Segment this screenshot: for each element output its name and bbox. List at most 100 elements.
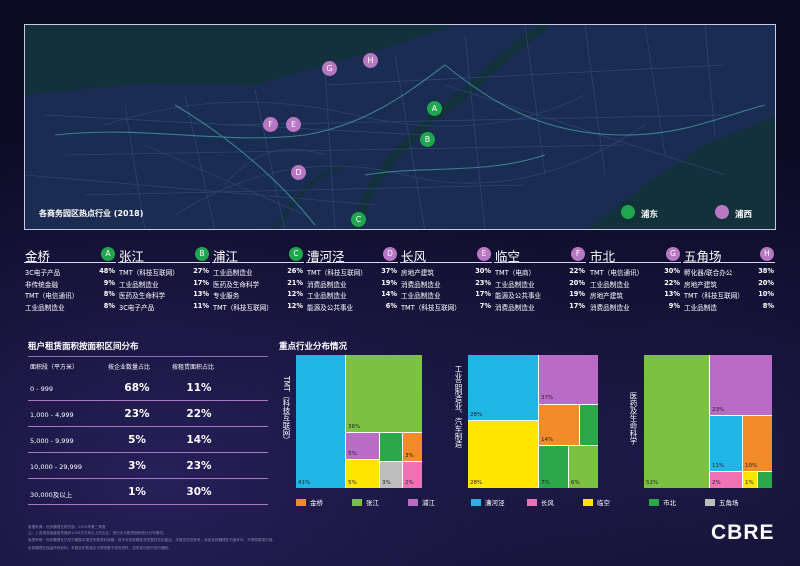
rent-table-row: 0 - 999 68% 11% — [28, 375, 268, 401]
district-header: 金桥 A — [24, 246, 116, 264]
rent-count-share: 5% — [128, 434, 146, 446]
legend-swatch — [408, 498, 418, 506]
industry-share: 22% — [664, 278, 680, 287]
legend-east-label: 浦东 — [641, 210, 659, 220]
district-d: 漕河泾 D TMT（科技互联网） 37% 消费品制造业 19% 工业品制造业 14% 能源及公共… — [306, 246, 398, 313]
industry-share: 17% — [193, 278, 209, 287]
district-header: 五角场 H — [683, 246, 775, 264]
district-industry-row: 消费品制造业 9% — [589, 302, 681, 314]
pin-g[interactable]: G — [322, 61, 337, 76]
tm3-cell-jinqiao: 10% — [743, 416, 772, 471]
legend-swatch — [296, 498, 306, 506]
district-industry-row: 工业品制造业 17% — [400, 290, 492, 302]
pin-f[interactable]: F — [263, 117, 278, 132]
tm3-cell-linkong: 1% — [743, 472, 757, 488]
industry-label: TMT（科技互联网） — [213, 303, 273, 312]
legend-label: 张江 — [366, 499, 379, 507]
legend-item-jinqiao: 金桥 — [296, 497, 323, 507]
industry-label: 非传统金融 — [25, 280, 58, 289]
district-badge: F — [571, 247, 585, 261]
industry-share: 22% — [569, 267, 585, 275]
industry-label: 医药及生命科学 — [119, 292, 166, 300]
tm1-cell-shibei — [380, 433, 402, 461]
rent-area-share: 23% — [186, 460, 212, 472]
district-industry-row: 孵化器/联合办公 38% — [683, 267, 775, 279]
industry-label: 房地产建筑 — [401, 269, 434, 277]
industry-share: 19% — [381, 278, 397, 287]
district-industry-row: TMT（电信通讯） 8% — [24, 290, 116, 302]
rent-area-range: 1,000 - 4,999 — [30, 411, 74, 419]
legend-label: 五角场 — [719, 499, 739, 507]
industry-share: 10% — [758, 290, 774, 298]
district-industry-row: 消费品制造业 19% — [306, 279, 398, 291]
industry-label: TMT（科技互联网） — [684, 292, 744, 300]
industry-share: 14% — [381, 290, 397, 298]
legend-swatch — [527, 498, 537, 506]
legend-item-changfeng: 长风 — [527, 497, 554, 507]
district-industry-row: TMT（电商） 22% — [494, 267, 586, 279]
district-name: 浦江 — [213, 249, 239, 264]
industry-share: 37% — [381, 267, 397, 275]
industry-share: 9% — [103, 278, 115, 287]
district-g: 市北 G TMT（电信通讯） 30% 工业品制造业 22% 房地产建筑 13% 消费品制造业 9% — [589, 246, 681, 313]
industry-share: 8% — [762, 301, 774, 310]
pin-d[interactable]: D — [291, 165, 306, 180]
legend-item-linkong: 临空 — [583, 497, 610, 507]
industry-label: 3C电子产品 — [119, 303, 155, 312]
treemap-tmt: 41% 36% 5% 5% 3% 3% 2% — [296, 355, 422, 488]
pin-e[interactable]: E — [286, 117, 301, 132]
legend-label: 市北 — [663, 499, 676, 507]
industry-label: TMT（科技互联网） — [119, 269, 179, 277]
industry-label: 工业品制造 — [684, 303, 717, 312]
tm2-cell-zhangjiang: 6% — [569, 446, 598, 488]
industry-share: 11% — [193, 301, 209, 310]
legend-west-dot — [715, 205, 729, 219]
district-industry-row: 房地产建筑 20% — [683, 279, 775, 291]
rent-distribution-table: 租户租赁面积按面积区间分布 面积段（平方米） 按企业数量占比 按租赁面积占比 0… — [28, 340, 268, 505]
industry-label: TMT（科技互联网） — [307, 269, 367, 277]
district-name: 长风 — [401, 249, 427, 264]
rent-table-row: 1,000 - 4,999 23% 22% — [28, 401, 268, 427]
industry-share: 30% — [475, 267, 491, 275]
industry-share: 8% — [103, 301, 115, 310]
rent-count-share: 23% — [124, 408, 150, 420]
district-name: 张江 — [119, 249, 145, 264]
tm2-cell-shibei-small — [580, 405, 598, 445]
district-badge: H — [760, 247, 774, 261]
pin-h[interactable]: H — [363, 53, 378, 68]
industry-label: 消费品制造业 — [590, 303, 630, 312]
district-industry-row: 工业品制造业 17% — [118, 279, 210, 291]
treemap-title: 重点行业分布情况 — [279, 342, 348, 352]
rent-table-title: 租户租赁面积按面积区间分布 — [28, 340, 268, 357]
hotspot-map[interactable]: 各商务园区热点行业 (2018) A B C D E F G H 浦东 浦西 — [24, 24, 776, 230]
industry-share: 12% — [287, 301, 303, 310]
rent-table-row: 10,000 - 29,999 3% 23% — [28, 453, 268, 479]
treemap-pharma: 52% 23% 11% 10% 2% 1% — [644, 355, 772, 488]
district-industry-row: 工业品制造业 14% — [306, 290, 398, 302]
industry-label: 能源及公共事业 — [495, 292, 542, 300]
industry-share: 26% — [287, 267, 303, 275]
industry-label: 工业品制造业 — [25, 303, 65, 312]
tm3-cell-zhangjiang: 52% — [644, 355, 709, 488]
footer-line: 世邦魏理仕保留所有权利。本报告所载观点与预测基于现有资料，如有变动恕不另行通知。 — [28, 546, 172, 550]
footer-line: 注：上述调查涵盖租赁面积1000平方米以上的企业，按行业与租赁面积统计分布情况。 — [28, 531, 167, 535]
legend-west-label: 浦西 — [735, 210, 753, 220]
footer-line: 免责声明：世邦魏理仕已尽力确保本报告所载资料准确，但不对其准确性或完整性作出保证… — [28, 538, 276, 542]
tm3-cell-pujiang: 23% — [710, 355, 772, 415]
district-industry-row: TMT（科技互联网） 27% — [118, 267, 210, 279]
industry-label: 能源及公共事业 — [307, 303, 354, 312]
pin-a[interactable]: A — [427, 101, 442, 116]
district-badge: G — [666, 247, 680, 261]
legend-swatch — [649, 498, 659, 506]
rent-area-share: 14% — [186, 434, 212, 446]
district-industry-row: 消费品制造业 23% — [400, 279, 492, 291]
rent-area-share: 30% — [186, 486, 212, 498]
district-h: 五角场 H 孵化器/联合办公 38% 房地产建筑 20% TMT（科技互联网） 10% 工业品制… — [683, 246, 775, 313]
pin-c[interactable]: C — [351, 212, 366, 227]
district-industry-row: 房地产建筑 13% — [589, 290, 681, 302]
pin-b[interactable]: B — [420, 132, 435, 147]
industry-share: 13% — [193, 290, 209, 298]
tm2-cell-caohejing: 28% — [468, 355, 538, 420]
industry-share: 17% — [475, 290, 491, 298]
industry-label: 房地产建筑 — [590, 292, 623, 300]
